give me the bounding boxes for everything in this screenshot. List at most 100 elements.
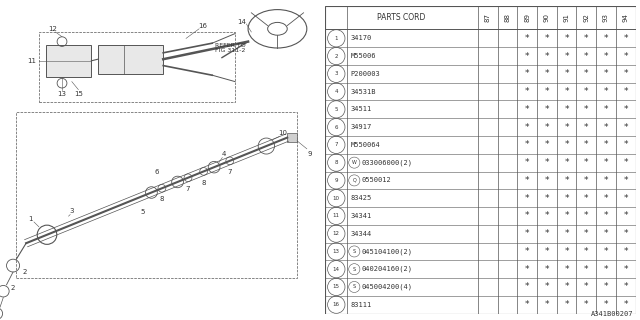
Text: *: * [525,229,529,238]
Text: *: * [545,300,549,309]
Text: 34511: 34511 [351,106,372,112]
Text: *: * [525,194,529,203]
Text: *: * [525,247,529,256]
Text: *: * [525,123,529,132]
Text: *: * [604,247,608,256]
Text: *: * [525,52,529,60]
Text: *: * [623,52,628,60]
Bar [287,133,297,142]
Text: 10: 10 [278,130,287,136]
Text: S: S [353,284,356,290]
Text: 12: 12 [333,231,340,236]
Text: *: * [623,123,628,132]
Text: *: * [564,229,569,238]
Text: *: * [545,69,549,78]
Text: *: * [525,265,529,274]
Text: 3: 3 [70,208,74,214]
Text: *: * [525,176,529,185]
Text: 2: 2 [22,269,27,275]
Text: 10: 10 [333,196,340,201]
Text: S: S [353,267,356,272]
Text: 7: 7 [335,142,338,148]
Text: *: * [623,247,628,256]
Text: *: * [604,283,608,292]
Text: *: * [584,87,589,96]
Text: *: * [584,158,589,167]
Text: *: * [623,212,628,220]
Text: 16: 16 [333,302,340,307]
Text: *: * [564,194,569,203]
Text: *: * [545,105,549,114]
Text: 15: 15 [333,284,340,290]
Text: 8: 8 [335,160,338,165]
Text: 0550012: 0550012 [362,177,392,183]
Text: *: * [623,105,628,114]
Text: W: W [352,160,356,165]
Text: *: * [564,158,569,167]
Text: *: * [623,300,628,309]
Text: *: * [545,140,549,149]
Text: *: * [545,212,549,220]
Text: M55006: M55006 [351,53,376,59]
Text: *: * [623,176,628,185]
Text: 14: 14 [237,20,246,25]
Text: *: * [525,158,529,167]
Text: *: * [584,140,589,149]
Bar [45,45,92,77]
Text: *: * [525,34,529,43]
Text: *: * [604,265,608,274]
Text: 040204160(2): 040204160(2) [362,266,413,272]
Text: *: * [584,300,589,309]
Text: 16: 16 [198,23,207,28]
Text: *: * [604,34,608,43]
Text: *: * [564,212,569,220]
Text: *: * [564,69,569,78]
Text: *: * [545,123,549,132]
Text: 8: 8 [202,180,206,186]
Text: *: * [604,229,608,238]
Text: *: * [584,123,589,132]
Text: *: * [584,194,589,203]
Text: *: * [584,176,589,185]
Text: 5: 5 [335,107,338,112]
Text: *: * [564,105,569,114]
Text: 89: 89 [524,13,530,22]
Text: *: * [564,140,569,149]
Text: 5: 5 [140,209,145,215]
Text: *: * [545,52,549,60]
Text: *: * [584,69,589,78]
Text: *: * [564,247,569,256]
Text: 93: 93 [603,13,609,22]
Text: 4: 4 [335,89,338,94]
Text: 2: 2 [11,285,15,291]
Text: *: * [584,265,589,274]
Text: *: * [623,140,628,149]
Text: A341B00207: A341B00207 [591,311,634,317]
Text: 11: 11 [333,213,340,219]
Text: 14: 14 [333,267,340,272]
Text: 92: 92 [583,13,589,22]
Text: *: * [525,87,529,96]
Text: *: * [545,158,549,167]
Text: *: * [525,300,529,309]
Text: *: * [623,69,628,78]
Text: 4: 4 [221,151,226,157]
Text: 83111: 83111 [351,302,372,308]
Text: 13: 13 [333,249,340,254]
Text: *: * [525,140,529,149]
Text: *: * [564,300,569,309]
Text: 94: 94 [623,13,628,22]
Text: PARTS CORD: PARTS CORD [378,13,426,22]
Text: *: * [564,176,569,185]
Text: Q: Q [353,178,356,183]
Text: *: * [545,34,549,43]
Text: 6: 6 [335,124,338,130]
Text: REFER TO
FIG 311-2: REFER TO FIG 311-2 [216,43,246,53]
Text: *: * [604,212,608,220]
Text: *: * [525,105,529,114]
Text: 1: 1 [335,36,338,41]
Text: 83425: 83425 [351,195,372,201]
Text: S: S [353,249,356,254]
Text: *: * [584,212,589,220]
Text: *: * [604,69,608,78]
